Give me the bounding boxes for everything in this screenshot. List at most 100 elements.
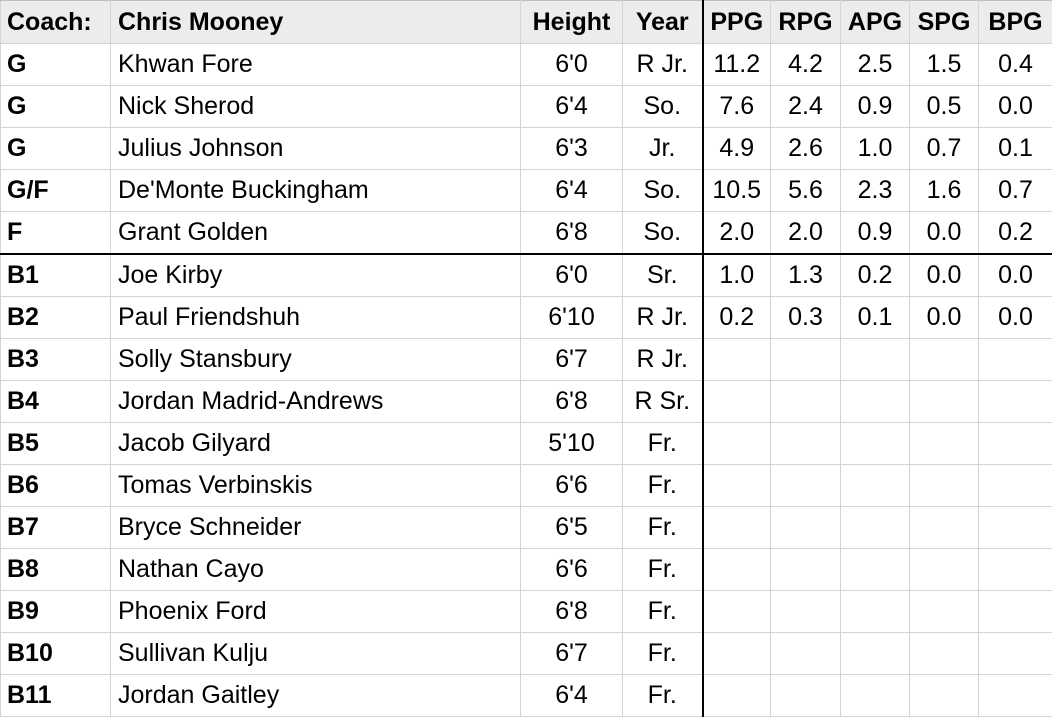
spg-cell[interactable] (909, 674, 979, 717)
position-cell[interactable]: B1 (0, 253, 111, 297)
player-name-cell[interactable]: Jordan Madrid-Andrews (110, 380, 521, 423)
year-cell[interactable]: R Jr. (622, 43, 704, 86)
spg-cell[interactable]: 0.7 (909, 127, 979, 170)
year-cell[interactable]: Fr. (622, 422, 704, 465)
apg-cell[interactable]: 2.3 (840, 169, 910, 212)
bpg-cell[interactable]: 0.4 (978, 43, 1052, 86)
player-name-cell[interactable]: Nathan Cayo (110, 548, 521, 591)
apg-cell[interactable]: 1.0 (840, 127, 910, 170)
apg-cell[interactable] (840, 380, 910, 423)
column-header-height[interactable]: Height (520, 0, 623, 44)
apg-cell[interactable]: 2.5 (840, 43, 910, 86)
height-cell[interactable]: 6'7 (520, 632, 623, 675)
height-cell[interactable]: 6'4 (520, 85, 623, 128)
ppg-cell[interactable] (702, 422, 771, 465)
player-name-cell[interactable]: Phoenix Ford (110, 590, 521, 633)
position-cell[interactable]: B2 (0, 296, 111, 339)
spg-cell[interactable] (909, 632, 979, 675)
height-cell[interactable]: 6'0 (520, 253, 623, 297)
spg-cell[interactable] (909, 464, 979, 507)
rpg-cell[interactable] (770, 338, 841, 381)
spg-cell[interactable] (909, 338, 979, 381)
year-cell[interactable]: Jr. (622, 127, 704, 170)
ppg-cell[interactable] (702, 632, 771, 675)
position-cell[interactable]: B5 (0, 422, 111, 465)
position-cell[interactable]: G (0, 43, 111, 86)
spg-cell[interactable] (909, 422, 979, 465)
apg-cell[interactable] (840, 590, 910, 633)
year-cell[interactable]: Sr. (622, 253, 704, 297)
ppg-cell[interactable] (702, 338, 771, 381)
rpg-cell[interactable] (770, 464, 841, 507)
position-cell[interactable]: B3 (0, 338, 111, 381)
column-header-bpg[interactable]: BPG (978, 0, 1052, 44)
apg-cell[interactable] (840, 464, 910, 507)
rpg-cell[interactable] (770, 674, 841, 717)
bpg-cell[interactable] (978, 548, 1052, 591)
rpg-cell[interactable] (770, 632, 841, 675)
rpg-cell[interactable] (770, 590, 841, 633)
column-header-year[interactable]: Year (622, 0, 704, 44)
year-cell[interactable]: R Jr. (622, 338, 704, 381)
apg-cell[interactable]: 0.9 (840, 85, 910, 128)
apg-cell[interactable] (840, 338, 910, 381)
player-name-cell[interactable]: Nick Sherod (110, 85, 521, 128)
position-cell[interactable]: G/F (0, 169, 111, 212)
rpg-cell[interactable]: 1.3 (770, 253, 841, 297)
position-cell[interactable]: B10 (0, 632, 111, 675)
height-cell[interactable]: 6'0 (520, 43, 623, 86)
bpg-cell[interactable] (978, 632, 1052, 675)
bpg-cell[interactable]: 0.2 (978, 211, 1052, 255)
bpg-cell[interactable] (978, 338, 1052, 381)
ppg-cell[interactable]: 11.2 (702, 43, 771, 86)
bpg-cell[interactable] (978, 380, 1052, 423)
position-cell[interactable]: B4 (0, 380, 111, 423)
bpg-cell[interactable] (978, 674, 1052, 717)
bpg-cell[interactable]: 0.0 (978, 296, 1052, 339)
ppg-cell[interactable] (702, 506, 771, 549)
bpg-cell[interactable]: 0.1 (978, 127, 1052, 170)
player-name-cell[interactable]: Paul Friendshuh (110, 296, 521, 339)
player-name-cell[interactable]: Grant Golden (110, 211, 521, 255)
player-name-cell[interactable]: Julius Johnson (110, 127, 521, 170)
year-cell[interactable]: Fr. (622, 674, 704, 717)
rpg-cell[interactable] (770, 380, 841, 423)
column-header-ppg[interactable]: PPG (702, 0, 771, 44)
apg-cell[interactable]: 0.9 (840, 211, 910, 255)
column-header-rpg[interactable]: RPG (770, 0, 841, 44)
year-cell[interactable]: Fr. (622, 632, 704, 675)
apg-cell[interactable] (840, 506, 910, 549)
spg-cell[interactable]: 0.0 (909, 253, 979, 297)
player-name-cell[interactable]: Sullivan Kulju (110, 632, 521, 675)
rpg-cell[interactable]: 2.6 (770, 127, 841, 170)
year-cell[interactable]: Fr. (622, 548, 704, 591)
player-name-cell[interactable]: Jordan Gaitley (110, 674, 521, 717)
spg-cell[interactable] (909, 380, 979, 423)
player-name-cell[interactable]: Solly Stansbury (110, 338, 521, 381)
ppg-cell[interactable]: 1.0 (702, 253, 771, 297)
spg-cell[interactable] (909, 548, 979, 591)
height-cell[interactable]: 6'5 (520, 506, 623, 549)
apg-cell[interactable] (840, 548, 910, 591)
ppg-cell[interactable]: 10.5 (702, 169, 771, 212)
player-name-cell[interactable]: Jacob Gilyard (110, 422, 521, 465)
rpg-cell[interactable]: 4.2 (770, 43, 841, 86)
rpg-cell[interactable]: 2.0 (770, 211, 841, 255)
spg-cell[interactable] (909, 590, 979, 633)
spg-cell[interactable]: 0.0 (909, 296, 979, 339)
player-name-cell[interactable]: Khwan Fore (110, 43, 521, 86)
apg-cell[interactable] (840, 422, 910, 465)
bpg-cell[interactable] (978, 590, 1052, 633)
rpg-cell[interactable] (770, 422, 841, 465)
position-cell[interactable]: B11 (0, 674, 111, 717)
bpg-cell[interactable]: 0.0 (978, 85, 1052, 128)
height-cell[interactable]: 5'10 (520, 422, 623, 465)
height-cell[interactable]: 6'8 (520, 590, 623, 633)
apg-cell[interactable] (840, 632, 910, 675)
spg-cell[interactable]: 1.5 (909, 43, 979, 86)
position-cell[interactable]: G (0, 85, 111, 128)
player-name-cell[interactable]: Tomas Verbinskis (110, 464, 521, 507)
bpg-cell[interactable] (978, 506, 1052, 549)
bpg-cell[interactable]: 0.0 (978, 253, 1052, 297)
position-cell[interactable]: B8 (0, 548, 111, 591)
